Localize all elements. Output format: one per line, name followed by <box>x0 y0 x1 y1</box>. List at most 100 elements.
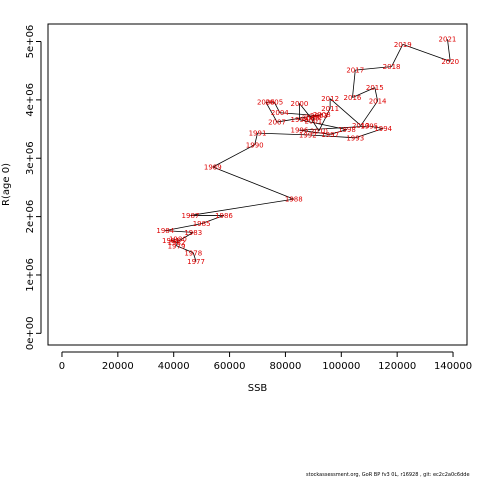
year-label-1989: 1989 <box>204 163 222 171</box>
trajectory-segment <box>254 133 258 145</box>
trajectory-segment <box>257 132 308 136</box>
trajectory-segment <box>212 166 294 200</box>
year-label-2015: 2015 <box>366 84 384 92</box>
year-label-1983: 1983 <box>184 229 202 237</box>
trajectory-segment <box>265 102 278 123</box>
year-label-2016: 2016 <box>344 94 362 102</box>
trajectory-segment <box>355 128 384 139</box>
year-label-1990: 1990 <box>246 141 264 149</box>
trajectory-segment <box>170 238 178 241</box>
trajectory-segment <box>352 87 375 98</box>
trajectory-segment <box>165 230 194 233</box>
trajectory-segment <box>170 240 177 243</box>
y-axis-label: R(age 0) <box>1 163 12 206</box>
year-label-1979: 1979 <box>168 242 186 250</box>
year-label-1993: 1993 <box>346 134 364 142</box>
y-tick-label: 2e+06 <box>25 200 36 234</box>
trajectory-segment <box>374 87 379 102</box>
year-label-2019: 2019 <box>394 41 412 49</box>
year-label-2004: 2004 <box>271 109 289 117</box>
trajectory-segment <box>310 117 320 132</box>
trajectory-segment <box>212 144 255 168</box>
x-tick-label: 20000 <box>102 361 134 372</box>
year-label-2006: 2006 <box>257 99 275 107</box>
plot-area-border <box>47 23 468 346</box>
trajectory-segment <box>299 119 347 131</box>
year-label-1985: 1985 <box>193 220 211 228</box>
trajectory-segment <box>190 198 294 216</box>
y-tick-label: 0e+00 <box>25 317 36 351</box>
x-tick-label: 60000 <box>214 361 246 372</box>
trajectory-segment <box>369 125 384 129</box>
year-label-2003: 2003 <box>310 112 328 120</box>
year-label-1980: 1980 <box>169 235 187 243</box>
trajectory-segment <box>310 114 322 119</box>
trajectory-segment <box>176 245 194 254</box>
trajectory-segment <box>329 98 362 126</box>
year-label-2021: 2021 <box>439 36 457 44</box>
x-tick-label: 80000 <box>270 361 302 372</box>
x-tick-label: 140000 <box>434 361 472 372</box>
year-label-2002: 2002 <box>304 113 322 121</box>
year-label-2011: 2011 <box>321 105 339 113</box>
year-label-1977: 1977 <box>187 258 205 266</box>
year-label-2012: 2012 <box>321 95 339 103</box>
trajectory-lines <box>165 39 451 262</box>
year-label-1981: 1981 <box>162 237 180 245</box>
year-label-2007: 2007 <box>268 119 286 127</box>
year-label-2013: 2013 <box>352 122 370 130</box>
footer-credit: stockassessment.org, GoR BP fv3 0L, r169… <box>306 472 470 478</box>
trajectory-segment <box>279 112 319 117</box>
year-label-1998: 1998 <box>338 126 356 134</box>
trajectory-segment <box>318 108 331 131</box>
year-label-1978: 1978 <box>184 249 202 257</box>
year-label-1991: 1991 <box>249 130 267 138</box>
y-tick-label: 1e+06 <box>25 258 36 292</box>
x-tick-label: 40000 <box>158 361 190 372</box>
trajectory-segment <box>447 39 451 62</box>
trajectory-segment <box>352 70 356 98</box>
trajectory-segment <box>276 114 322 123</box>
trajectory-segment <box>273 102 281 113</box>
trajectory-segment <box>201 215 225 224</box>
trajectory-segment <box>299 125 370 131</box>
y-tick-label: 5e+06 <box>25 25 36 59</box>
trajectory-segment <box>391 44 404 67</box>
year-label-1995: 1995 <box>360 123 378 131</box>
y-tick-label: 4e+06 <box>25 83 36 117</box>
trajectory-segment <box>176 232 194 243</box>
year-label-1982: 1982 <box>168 239 186 247</box>
trajectory-segment <box>299 129 331 135</box>
year-label-1996: 1996 <box>290 127 308 135</box>
x-tick-label: 120000 <box>378 361 416 372</box>
year-label-1997: 1997 <box>321 131 339 139</box>
year-label-1988: 1988 <box>285 196 303 204</box>
year-label-1999: 1999 <box>290 116 308 124</box>
year-label-2001: 2001 <box>304 117 322 125</box>
year-label-2020: 2020 <box>441 58 459 66</box>
trajectory-segment <box>192 252 197 262</box>
x-tick-label: 100000 <box>322 361 360 372</box>
trajectory-segment <box>355 66 392 71</box>
year-label-2005: 2005 <box>265 99 283 107</box>
y-tick-label: 3e+06 <box>25 141 36 175</box>
year-label-1994: 1994 <box>374 125 392 133</box>
year-label-2010: 2010 <box>310 127 328 135</box>
trajectory-segment <box>307 134 356 139</box>
trajectory-segment <box>165 223 202 232</box>
year-label-2009: 2009 <box>302 114 320 122</box>
year-label-2014: 2014 <box>369 98 387 106</box>
year-label-1992: 1992 <box>299 131 317 139</box>
y-axis: 0e+00 1e+06 2e+06 3e+06 4e+06 5e+06 <box>25 25 42 351</box>
year-label-1987: 1987 <box>182 212 200 220</box>
x-axis: 0 20000 40000 60000 80000 100000 120000 140000 <box>59 351 472 372</box>
year-label-1986: 1986 <box>215 212 233 220</box>
trajectory-segment <box>360 100 378 126</box>
year-label-2018: 2018 <box>383 63 401 71</box>
x-axis-label: SSB <box>248 383 268 394</box>
trajectory-segment <box>330 129 347 135</box>
trajectory-segment <box>402 44 451 62</box>
year-label-2017: 2017 <box>346 67 364 75</box>
year-label-1984: 1984 <box>156 227 174 235</box>
